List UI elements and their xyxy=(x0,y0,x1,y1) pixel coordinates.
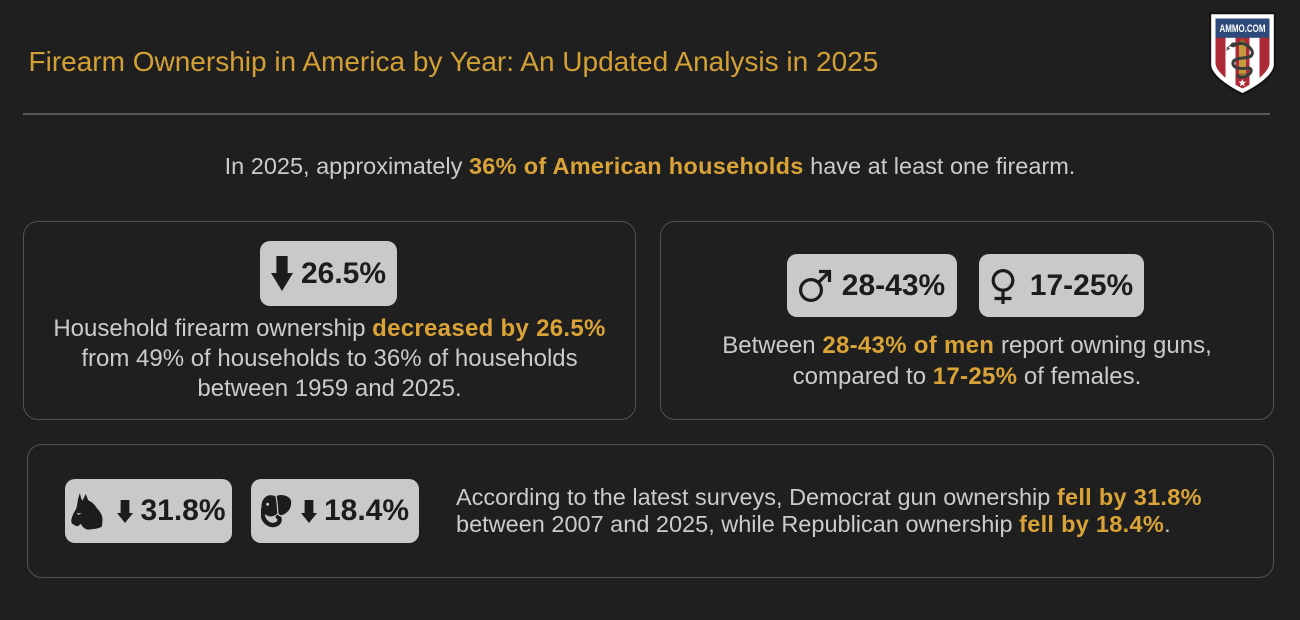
svg-text:AMMO.COM: AMMO.COM xyxy=(1220,23,1266,35)
